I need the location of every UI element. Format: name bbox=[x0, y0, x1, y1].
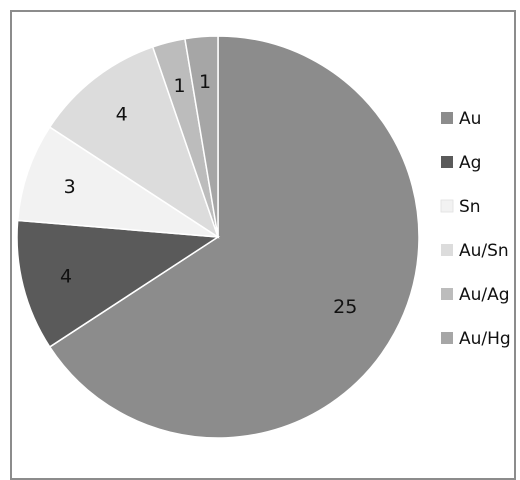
legend-swatch-ag bbox=[441, 156, 453, 168]
data-label-au-hg: 1 bbox=[199, 71, 211, 93]
pie-slices bbox=[16, 35, 420, 439]
legend-swatch-sn bbox=[440, 199, 454, 213]
pie-chart: 25 4 3 4 1 1 Au Ag Sn Au/Sn Au/Ag Au/Hg bbox=[16, 35, 511, 439]
legend-swatch-au-ag bbox=[441, 288, 453, 300]
legend-swatch-au-sn bbox=[441, 244, 453, 256]
pie-slice-ag bbox=[16, 219, 221, 348]
legend-label-au-sn: Au/Sn bbox=[459, 241, 509, 261]
pie-slice-au bbox=[48, 35, 420, 439]
legend-label-au-hg: Au/Hg bbox=[459, 329, 511, 349]
legend-label-ag: Ag bbox=[459, 153, 481, 173]
data-label-au: 25 bbox=[333, 296, 357, 318]
legend-label-sn: Sn bbox=[459, 197, 481, 217]
pie-data-labels: 25 4 3 4 1 1 bbox=[60, 71, 357, 318]
data-label-ag: 4 bbox=[60, 265, 72, 287]
legend-label-au-ag: Au/Ag bbox=[459, 285, 510, 305]
data-label-au-ag: 1 bbox=[173, 75, 185, 97]
pie-slice-sn bbox=[16, 126, 219, 238]
legend-label-au: Au bbox=[459, 109, 481, 129]
pie-slice-au-sn bbox=[48, 45, 220, 239]
data-label-au-sn: 4 bbox=[116, 103, 128, 125]
legend-swatch-au bbox=[441, 112, 453, 124]
data-label-sn: 3 bbox=[64, 176, 76, 198]
pie-slice-au-hg bbox=[184, 35, 219, 238]
legend-swatch-au-hg bbox=[441, 332, 453, 344]
legend: Au Ag Sn Au/Sn Au/Ag Au/Hg bbox=[440, 109, 511, 349]
